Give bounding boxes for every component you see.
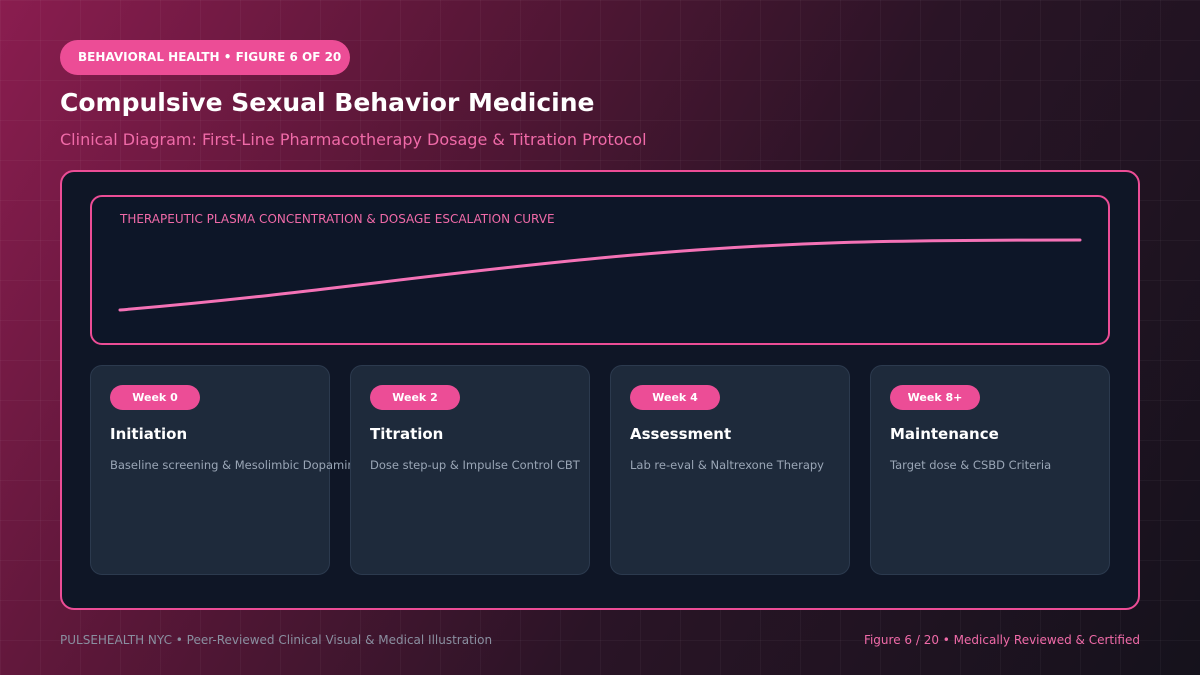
title: Compulsive Sexual Behavior Medicine	[60, 88, 595, 117]
stage-title: Initiation	[110, 425, 188, 443]
stage-title: Assessment	[630, 425, 732, 443]
footer-right: Figure 6 / 20 • Medically Reviewed & Cer…	[863, 633, 1140, 647]
curve-label: THERAPEUTIC PLASMA CONCENTRATION & DOSAG…	[120, 212, 555, 226]
category-badge: BEHAVIORAL HEALTH • FIGURE 6 OF 20	[60, 40, 350, 75]
week-pill: Week 0	[110, 385, 200, 410]
footer-left: PULSEHEALTH NYC • Peer-Reviewed Clinical…	[60, 633, 493, 647]
subtitle: Clinical Diagram: First-Line Pharmacothe…	[60, 130, 647, 149]
stage-description: Target dose & CSBD Criteria	[890, 458, 1052, 472]
concentration-curve	[118, 238, 1082, 312]
week-pill: Week 4	[630, 385, 720, 410]
curve-box	[90, 195, 1110, 345]
stage-description: Baseline screening & Mesolimbic Dopamine	[110, 458, 362, 472]
stage-title: Titration	[370, 425, 444, 443]
stage-description: Dose step-up & Impulse Control CBT	[370, 458, 580, 472]
stage-title: Maintenance	[890, 425, 999, 443]
week-pill: Week 8+	[890, 385, 980, 410]
stage-description: Lab re-eval & Naltrexone Therapy	[630, 458, 824, 472]
week-pill: Week 2	[370, 385, 460, 410]
